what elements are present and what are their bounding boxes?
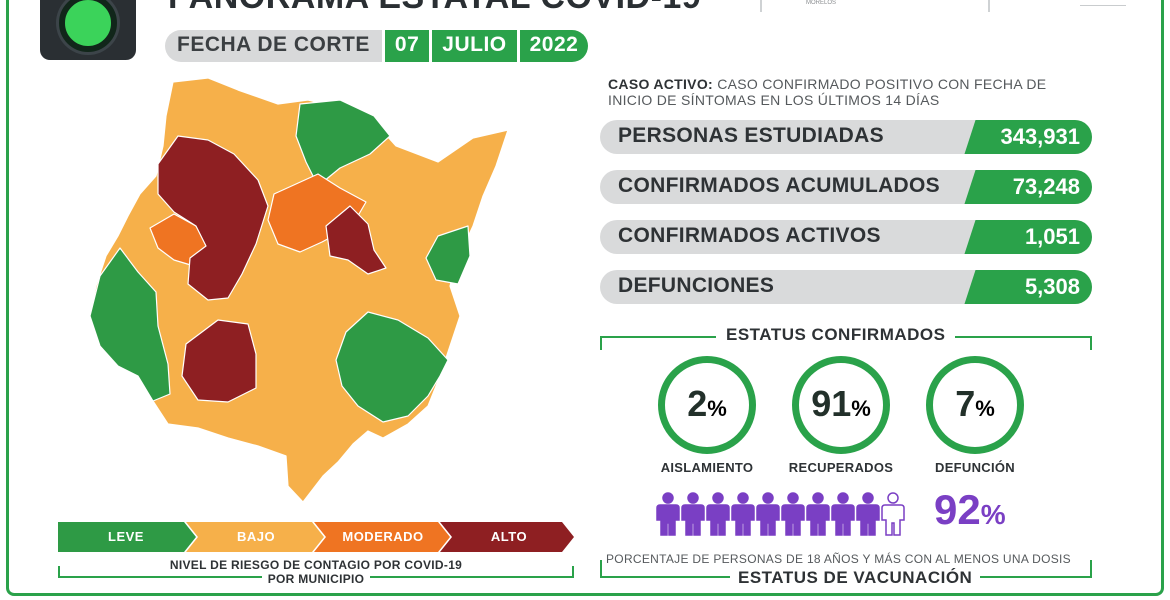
risk-note: NIVEL DE RIESGO DE CONTAGIO POR COVID-19… — [58, 558, 574, 586]
map-region-alto — [181, 319, 257, 403]
fecha-day: 07 — [381, 30, 430, 62]
risk-note-line2: POR MUNICIPIO — [261, 572, 371, 586]
fecha-label: FECHA DE CORTE — [165, 30, 382, 62]
stat-value: 343,931 — [980, 120, 1092, 154]
morelos-logo: MORELOS — [806, 0, 837, 6]
legend-arrows — [58, 522, 574, 552]
person-filled-icon — [706, 492, 730, 536]
legend-bajo-label: BAJO — [236, 529, 276, 544]
risk-map — [89, 77, 509, 503]
legend-alto-arrow — [440, 522, 574, 552]
fecha-de-corte: FECHA DE CORTE 07 JULIO 2022 — [165, 30, 589, 62]
person-filled-icon — [656, 492, 680, 536]
map-region-alto — [325, 205, 387, 275]
header-divider — [988, 0, 990, 12]
aislamiento-unit: % — [707, 396, 727, 421]
person-filled-icon — [681, 492, 705, 536]
health-logo — [1080, 0, 1126, 6]
defuncion-value: 7 — [955, 383, 976, 424]
recuperados-unit: % — [851, 396, 871, 421]
stat-value: 73,248 — [980, 170, 1092, 204]
person-filled-icon — [781, 492, 805, 536]
green-light-icon — [59, 0, 117, 52]
person-filled-icon — [756, 492, 780, 536]
definition-text: CASO CONFIRMADO POSITIVO CON FECHA DE — [717, 76, 1047, 92]
legend-moderado-arrow — [314, 522, 450, 552]
fecha-month: JULIO — [429, 30, 517, 62]
map-region-leve — [295, 99, 391, 187]
risk-note-bold: COVID-19 — [404, 558, 469, 572]
defuncion-ring: 7% — [926, 356, 1024, 454]
recuperados-value: 91 — [811, 383, 852, 424]
person-outline-icon — [881, 492, 905, 536]
recuperados-ring: 91% — [792, 356, 890, 454]
map-region-leve — [335, 311, 449, 423]
page-frame — [6, 0, 1164, 596]
person-filled-icon — [731, 492, 755, 536]
risk-note-prefix: NIVEL DE RIESGO DE CONTAGIO POR — [163, 558, 405, 572]
map-region-leve — [89, 247, 171, 402]
aislamiento-label: AISLAMIENTO — [660, 460, 754, 475]
person-filled-icon — [831, 492, 855, 536]
traffic-light-icon — [40, 0, 136, 60]
vaccination-note: PORCENTAJE DE PERSONAS DE 18 AÑOS Y MÁS … — [606, 552, 1071, 566]
stat-label: CONFIRMADOS ACUMULADOS — [618, 174, 940, 197]
vaccination-people — [656, 492, 905, 536]
aislamiento-ring: 2% — [658, 356, 756, 454]
map-region-leve — [425, 225, 471, 285]
vaccination-unit: % — [980, 499, 1006, 530]
risk-legend: LEVE BAJO MODERADO ALTO — [58, 522, 574, 552]
stat-value: 5,308 — [980, 270, 1092, 304]
legend-leve-label: LEVE — [108, 529, 144, 544]
header-divider — [760, 0, 762, 12]
vaccination-percent: 92% — [934, 486, 1006, 534]
person-filled-icon — [806, 492, 830, 536]
stat-personas-estudiadas: PERSONAS ESTUDIADAS 343,931 — [600, 120, 1092, 154]
page-title: PANORAMA ESTATAL COVID-19 — [168, 0, 701, 17]
stat-label: PERSONAS ESTUDIADAS — [618, 124, 884, 147]
legend-bajo-arrow — [186, 522, 324, 552]
stat-confirmados-acumulados: CONFIRMADOS ACUMULADOS 73,248 — [600, 170, 1092, 204]
stat-confirmados-activos: CONFIRMADOS ACTIVOS 1,051 — [600, 220, 1092, 254]
vaccination-title: ESTATUS DE VACUNACIÓN — [730, 568, 981, 588]
definition-text-line2: INICIO DE SÍNTOMAS EN LOS ÚLTIMOS 14 DÍA… — [608, 92, 940, 108]
defuncion-unit: % — [975, 396, 995, 421]
legend-alto-label: ALTO — [490, 529, 528, 544]
map-region-alto — [157, 135, 269, 301]
definition-term: CASO ACTIVO: — [608, 76, 713, 92]
stat-label: CONFIRMADOS ACTIVOS — [618, 224, 881, 247]
legend-moderado-label: MODERADO — [342, 529, 424, 544]
defuncion-label: DEFUNCIÓN — [935, 460, 1015, 475]
stat-label: DEFUNCIONES — [618, 274, 775, 297]
fecha-year: 2022 — [516, 30, 589, 62]
recuperados-label: RECUPERADOS — [788, 460, 894, 475]
stat-value: 1,051 — [980, 220, 1092, 254]
legend-leve-arrow — [58, 522, 196, 552]
estatus-title: ESTATUS CONFIRMADOS — [716, 325, 956, 345]
vaccination-value: 92 — [934, 486, 981, 533]
caso-activo-definition: CASO ACTIVO: CASO CONFIRMADO POSITIVO CO… — [608, 76, 1046, 108]
aislamiento-value: 2 — [687, 383, 708, 424]
person-filled-icon — [856, 492, 880, 536]
stat-defunciones: DEFUNCIONES 5,308 — [600, 270, 1092, 304]
